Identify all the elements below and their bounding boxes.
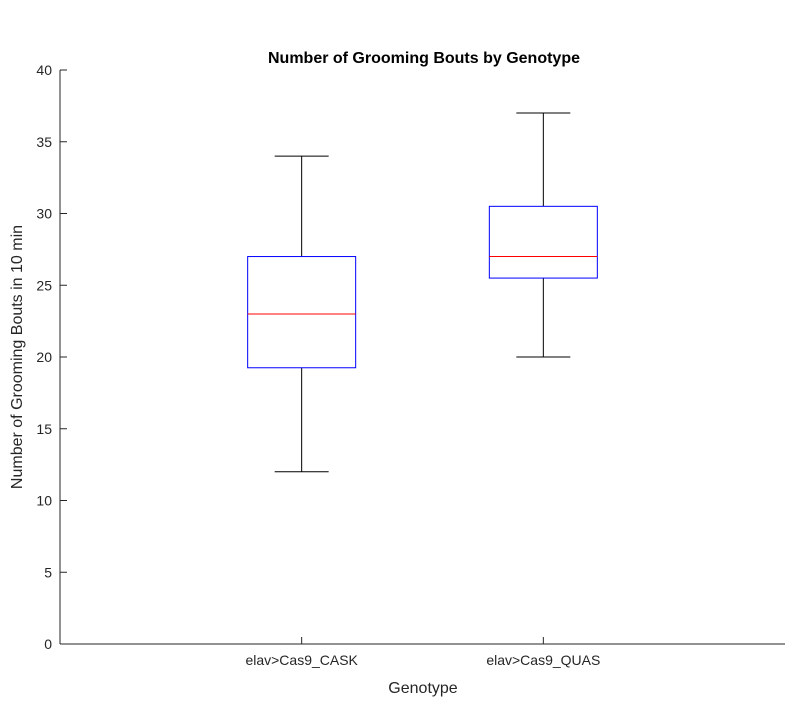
x-axis-label: Genotype	[388, 680, 457, 697]
x-tick-label: elav>Cas9_CASK	[245, 652, 358, 668]
y-tick-label: 0	[44, 636, 52, 652]
plot-area: 0 5 10 15 20 25 30 35 40 elav>Cas9_CASK elav>Cas9_…	[36, 62, 785, 668]
iqr-box	[247, 256, 357, 369]
y-tick-label: 25	[36, 277, 52, 293]
iqr-box	[488, 205, 598, 279]
y-tick-label: 5	[44, 564, 52, 580]
y-tick-label: 35	[36, 134, 52, 150]
box-1	[247, 155, 357, 473]
y-tick-label: 30	[36, 206, 52, 222]
y-tick-label: 40	[36, 62, 52, 78]
y-tick-label: 10	[36, 493, 52, 509]
box-2	[488, 112, 598, 358]
x-tick-label: elav>Cas9_QUAS	[486, 652, 600, 668]
y-axis-label: Number of Grooming Bouts in 10 min	[9, 225, 26, 489]
y-tick-label: 20	[36, 349, 52, 365]
chart-title: Number of Grooming Bouts by Genotype	[268, 50, 580, 67]
y-tick-label: 15	[36, 421, 52, 437]
